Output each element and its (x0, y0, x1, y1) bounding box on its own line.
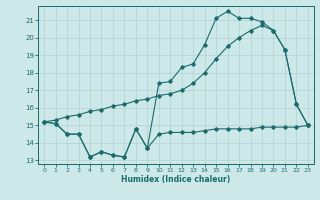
X-axis label: Humidex (Indice chaleur): Humidex (Indice chaleur) (121, 175, 231, 184)
